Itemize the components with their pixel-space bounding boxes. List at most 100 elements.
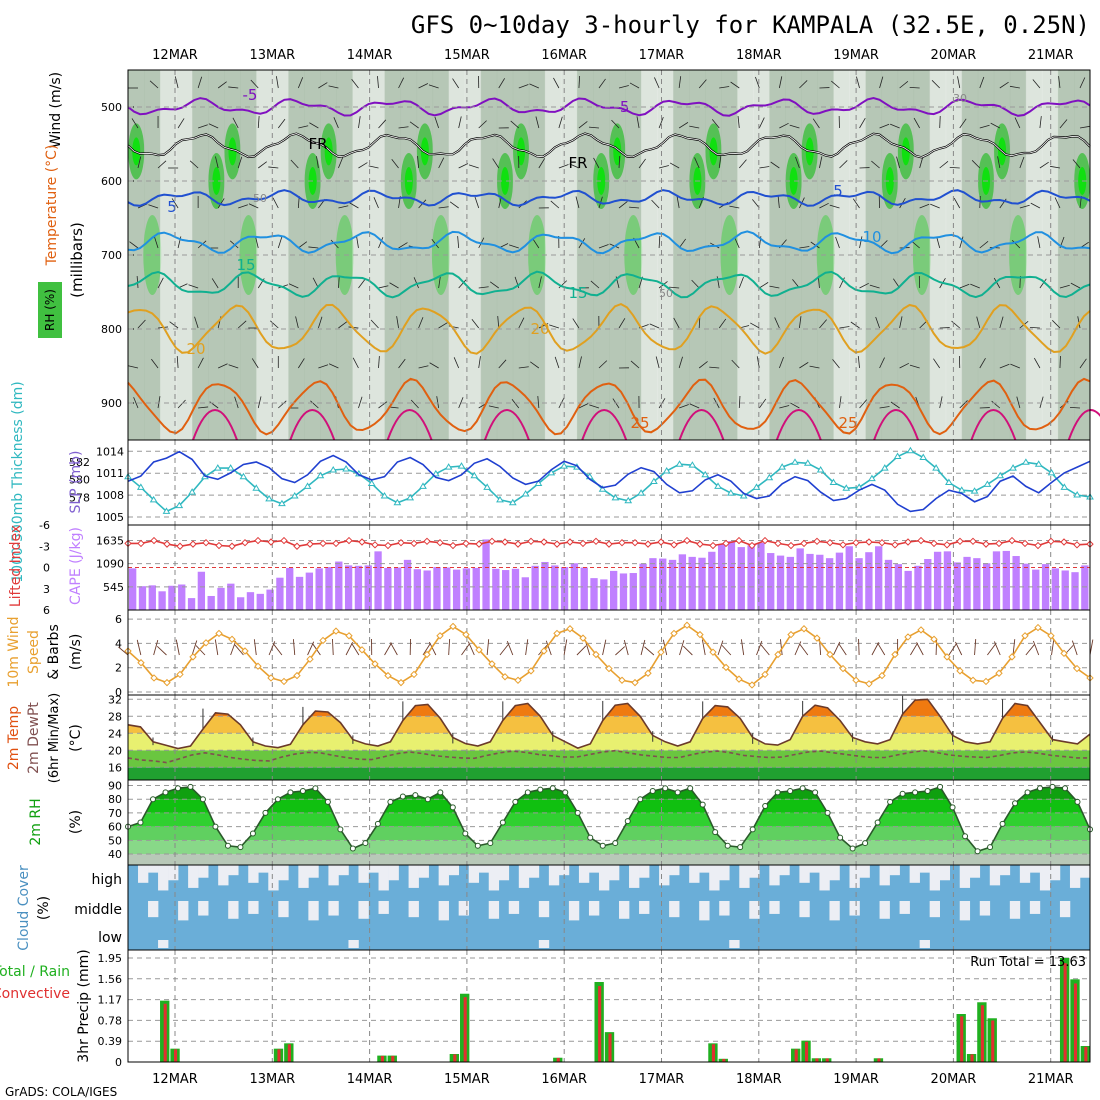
high-cloud-cell (218, 865, 229, 886)
cape-bar (256, 593, 264, 610)
upper-wind-barb (819, 156, 823, 169)
lifted-index-point (618, 539, 626, 547)
isotherm-30-bump (970, 409, 1017, 441)
high-cloud-cell (969, 865, 981, 878)
upper-wind-barb (578, 238, 586, 249)
upper-wind-barb (979, 124, 990, 129)
contour-label: 20 (186, 340, 205, 358)
rh-2m-point (1024, 789, 1031, 796)
upper-wind-barb (270, 320, 279, 329)
cape-bar (727, 541, 736, 610)
rh-2m-point (237, 844, 244, 851)
lifted-index-point (787, 541, 795, 550)
upper-wind-barb (309, 122, 319, 129)
thickness-point (188, 488, 197, 495)
upper-wind-barb (133, 397, 139, 409)
rh-2m-point (849, 845, 856, 852)
upper-wind-barb (1079, 77, 1086, 89)
contour-label: -5 (615, 98, 630, 116)
rh-2m-point (987, 844, 994, 851)
pressure-tick: 600 (101, 175, 122, 188)
high-cloud-cell (719, 865, 730, 881)
wind-speed-point (332, 627, 340, 635)
rh-2m-point (649, 787, 656, 794)
wind-barb (332, 639, 334, 656)
upper-wind-barb (939, 396, 943, 409)
rh-2m-point (949, 804, 956, 811)
cape-bar (286, 567, 294, 610)
rh-2m-point (549, 785, 556, 792)
high-cloud-cell (418, 865, 429, 878)
upper-wind-barb (189, 160, 199, 169)
upper-wind-barb (1054, 197, 1061, 209)
freezing-level-line-inner (127, 133, 1091, 158)
cape-bar (767, 553, 775, 610)
cape-bar (1012, 556, 1020, 610)
upper-wind-barb (398, 126, 409, 129)
upper-wind-barb (691, 279, 700, 289)
wind-speed-point (670, 629, 678, 638)
thickness-point (213, 464, 222, 471)
wind-speed-point (1060, 649, 1068, 658)
thickness-point (1009, 464, 1017, 471)
upper-wind-barb (553, 77, 560, 89)
cape-bar (649, 558, 657, 610)
upper-wind-barb (879, 357, 885, 369)
thickness-point (893, 452, 902, 460)
upper-wind-barb (436, 396, 440, 409)
upper-wind-barb (518, 366, 529, 369)
cape-bar (717, 544, 726, 610)
thickness-point (342, 465, 350, 472)
upper-wind-barb (457, 236, 460, 249)
thickness-point (650, 477, 658, 485)
upper-wind-barb (949, 166, 960, 169)
li-tick: 0 (43, 562, 50, 575)
upper-wind-barb (777, 196, 780, 209)
thickness-point (149, 495, 158, 503)
rh-shade-column (576, 70, 594, 440)
convective-bar (556, 1057, 560, 1062)
rh-2m-point (174, 785, 181, 792)
thickness-point (739, 492, 748, 499)
upper-wind-barb (879, 406, 890, 409)
cape-bar (187, 598, 196, 610)
wind-speed-point (631, 678, 639, 687)
li-tick: -3 (39, 540, 50, 553)
wind-barb (345, 642, 354, 656)
upper-wind-barb (389, 282, 399, 289)
cape-bar (246, 592, 255, 610)
middle-cloud-cell (1009, 901, 1021, 919)
li-tick: 3 (43, 583, 50, 596)
high-cloud-cell (829, 865, 840, 881)
upper-wind-barb (438, 157, 445, 169)
lifted-index-point (241, 539, 249, 547)
cape-tick: 545 (103, 581, 124, 594)
thickness-point (239, 472, 248, 480)
upper-wind-barb (518, 84, 529, 89)
convective-bar (598, 986, 602, 1062)
upper-wind-barb (498, 359, 507, 369)
upper-wind-barb (338, 205, 349, 209)
lifted-index-point (527, 537, 535, 545)
wind-axis-label-1: 10m Wind (6, 616, 22, 687)
upper-wind-barb (997, 156, 1001, 169)
wind-barb (499, 644, 509, 656)
upper-wind-barb (1079, 358, 1087, 369)
rh-2m-point (999, 820, 1006, 827)
rh-2m-point (824, 809, 831, 816)
middle-cloud-cell (508, 901, 520, 914)
upper-wind-barb (295, 316, 299, 329)
wind-speed-point (709, 648, 717, 656)
upper-wind-barb (549, 324, 560, 329)
thickness-point (611, 493, 620, 501)
lifted-index-point (696, 540, 704, 548)
lifted-index-point (228, 542, 236, 550)
wind-tick: 4 (115, 637, 122, 650)
upper-wind-barb (611, 119, 620, 129)
upper-wind-barb (1039, 396, 1044, 409)
rh-shade-column (352, 70, 369, 440)
wind-barb (230, 640, 237, 656)
thickness-point (752, 483, 761, 490)
precip-tick: 1.95 (98, 952, 123, 965)
wind-speed-point (306, 655, 314, 663)
